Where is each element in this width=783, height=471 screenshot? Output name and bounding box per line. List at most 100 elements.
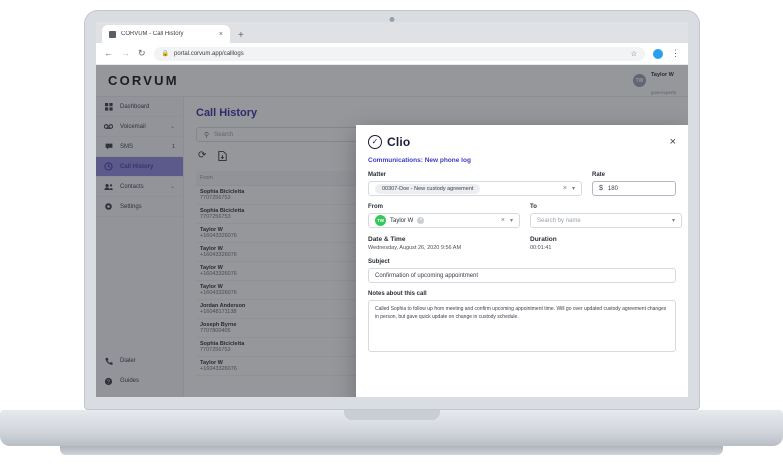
app-header: CORVUM TW Taylor W goat-experts — [96, 65, 688, 97]
datetime-value: Wednesday, August 26, 2020 9:56 AM — [368, 245, 462, 251]
chevron-down-icon[interactable]: ⌄ — [169, 124, 175, 130]
search-icon: ⚲ — [204, 131, 210, 139]
laptop-notch — [343, 410, 440, 420]
from-number: +16048171138 — [200, 309, 237, 315]
from-name: Joseph Byrne — [200, 322, 237, 328]
new-tab-button[interactable]: + — [238, 30, 244, 41]
subject-input[interactable]: Confirmation of upcoming appointment — [368, 268, 676, 283]
to-group: To Search by name ▾ — [530, 204, 682, 228]
from-number: 7707256753 — [200, 214, 231, 220]
address-bar-url: portal.corvum.app/calllogs — [174, 50, 244, 57]
clear-icon[interactable]: × — [500, 217, 505, 224]
datetime-duration-row: Date & Time Wednesday, August 26, 2020 9… — [368, 236, 676, 251]
forward-icon[interactable]: → — [121, 48, 130, 58]
duration-group: Duration 00:01:41 — [530, 236, 682, 251]
sidebar-item-contacts[interactable]: Contacts ⌄ — [96, 177, 183, 197]
matter-group: Matter 00307-Doe - New custody agreement… — [368, 172, 582, 196]
notes-label: Notes about this call — [368, 291, 427, 297]
from-name: Jordan Anderson — [200, 303, 246, 309]
from-number: +16043326076 — [200, 233, 237, 239]
user-menu[interactable]: TW Taylor W goat-experts — [632, 63, 676, 99]
address-bar[interactable]: 🔒 portal.corvum.app/calllogs ☆ — [153, 46, 645, 61]
matter-select[interactable]: 00307-Doe - New custody agreement × ▾ — [368, 181, 582, 196]
datetime-group: Date & Time Wednesday, August 26, 2020 9… — [368, 236, 520, 251]
reload-icon[interactable]: ↻ — [138, 48, 146, 58]
page-title: Call History — [196, 107, 258, 119]
rate-input[interactable]: $ 180 — [592, 181, 676, 196]
subject-value: Confirmation of upcoming appointment — [375, 272, 479, 279]
chevron-down-icon[interactable]: ⌄ — [169, 184, 175, 190]
voicemail-icon — [104, 123, 113, 130]
browser-profile-avatar[interactable] — [653, 48, 663, 59]
datetime-label: Date & Time — [368, 236, 406, 243]
notes-textarea[interactable]: Called Sophia to follow up from meeting … — [368, 300, 676, 352]
from-number: +16043326076 — [200, 290, 237, 296]
tab-title: CORVUM - Call History — [121, 31, 184, 37]
sidebar-item-label: Voicemail — [120, 123, 146, 130]
sidebar-bottom: Dialer ? Guides — [96, 351, 183, 397]
to-select[interactable]: Search by name ▾ — [530, 213, 682, 228]
sidebar-item-voicemail[interactable]: Voicemail ⌄ — [96, 117, 183, 137]
new-phone-log-modal: ✓ Clio × Communications: New phone log M… — [356, 125, 688, 397]
contacts-icon — [104, 183, 113, 191]
table-toolbar: ⟳ — [196, 151, 676, 164]
chevron-down-icon[interactable]: ▾ — [509, 218, 513, 224]
from-select[interactable]: TW Taylor W × × ▾ — [368, 213, 520, 228]
sidebar-item-settings[interactable]: Settings — [96, 197, 183, 217]
chevron-down-icon[interactable]: ▾ — [571, 186, 575, 192]
close-icon[interactable]: × — [669, 135, 676, 148]
browser-tab[interactable]: CORVUM - Call History × — [102, 25, 230, 43]
sidebar-item-label: Call History — [120, 163, 154, 170]
subject-label: Subject — [368, 259, 390, 265]
gear-icon — [104, 202, 113, 211]
browser-toolbar: ← → ↻ 🔒 portal.corvum.app/calllogs ☆ ⋮ — [96, 43, 688, 65]
browser-tab-bar: CORVUM - Call History × + — [96, 22, 688, 43]
sidebar-item-call-history[interactable]: Call History — [96, 157, 183, 177]
clio-wordmark: Clio — [387, 135, 411, 149]
modal-header: ✓ Clio × — [356, 125, 688, 149]
sidebar-item-label: SMS — [120, 143, 134, 150]
from-name: Sophia Bicicletta — [200, 341, 245, 347]
sidebar-item-label: Guides — [120, 378, 140, 384]
notes-group: Notes about this call Called Sophia to f… — [368, 291, 676, 352]
bookmark-star-icon[interactable]: ☆ — [630, 50, 637, 58]
chevron-down-icon[interactable]: ▾ — [671, 218, 675, 224]
clock-icon — [104, 162, 113, 171]
clio-logo: ✓ Clio — [368, 135, 410, 149]
duration-label: Duration — [530, 236, 557, 243]
modal-body: Matter 00307-Doe - New custody agreement… — [356, 164, 688, 397]
sidebar-item-guides[interactable]: ? Guides — [96, 371, 183, 391]
from-number: 7707800405 — [200, 328, 231, 334]
chat-icon — [104, 143, 113, 150]
rate-label: Rate — [592, 172, 606, 178]
from-name: Taylor W — [200, 284, 223, 290]
from-number: +16043326076 — [200, 252, 237, 258]
from-name: Taylor W — [200, 227, 223, 233]
laptop-foot — [60, 446, 723, 455]
export-icon[interactable] — [218, 151, 228, 164]
notes-row: Notes about this call Called Sophia to f… — [368, 291, 676, 352]
browser-menu-icon[interactable]: ⋮ — [671, 48, 680, 58]
remove-chip-icon[interactable]: × — [417, 217, 425, 224]
from-label: From — [368, 204, 383, 210]
currency-symbol: $ — [599, 185, 603, 192]
sidebar-item-dashboard[interactable]: Dashboard — [96, 97, 183, 117]
sidebar-item-label: Dashboard — [120, 103, 150, 110]
rate-value: 180 — [607, 185, 618, 192]
help-icon: ? — [104, 377, 113, 386]
from-number: +16043326076 — [200, 271, 237, 277]
from-name: Sophia Bicicletta — [200, 208, 245, 214]
site-favicon — [109, 30, 116, 38]
to-label: To — [530, 204, 537, 210]
from-name: Sophia Bicicletta — [200, 189, 245, 195]
sidebar-item-dialer[interactable]: Dialer — [96, 351, 183, 371]
back-icon[interactable]: ← — [104, 48, 113, 58]
from-name: Taylor W — [200, 265, 223, 271]
clear-icon[interactable]: × — [562, 185, 567, 192]
sidebar-item-label: Dialer — [120, 358, 136, 364]
sidebar-item-sms[interactable]: SMS 1 — [96, 137, 183, 157]
refresh-icon[interactable]: ⟳ — [198, 150, 207, 161]
laptop-screen: CORVUM - Call History × + ← → ↻ 🔒 portal… — [96, 22, 688, 397]
from-chip: TW Taylor W × — [375, 215, 425, 226]
tab-close-icon[interactable]: × — [218, 30, 223, 38]
